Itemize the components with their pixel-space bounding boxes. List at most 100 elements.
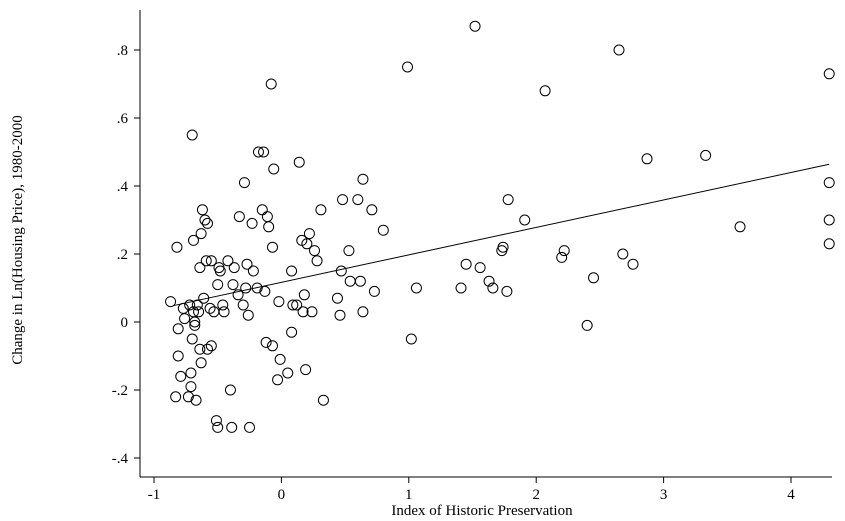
data-point bbox=[539, 85, 551, 97]
data-point bbox=[200, 255, 212, 267]
data-point bbox=[282, 367, 294, 379]
data-point bbox=[228, 262, 240, 274]
data-point bbox=[272, 374, 284, 386]
data-point bbox=[588, 272, 600, 284]
data-point bbox=[190, 394, 202, 406]
data-point bbox=[185, 381, 197, 393]
data-point bbox=[303, 228, 315, 240]
data-point bbox=[251, 282, 263, 294]
data-point bbox=[196, 204, 208, 216]
data-point bbox=[266, 340, 278, 352]
data-point bbox=[306, 306, 318, 318]
data-point bbox=[300, 364, 312, 376]
data-point bbox=[627, 258, 639, 270]
data-point bbox=[343, 245, 355, 257]
data-point bbox=[199, 214, 211, 226]
data-point bbox=[274, 353, 286, 365]
data-point bbox=[194, 343, 206, 355]
x-axis-title: Index of Historic Preservation bbox=[391, 503, 573, 519]
data-point bbox=[293, 156, 305, 168]
data-point bbox=[177, 302, 189, 314]
data-point bbox=[212, 421, 224, 433]
data-point bbox=[497, 241, 509, 253]
data-point bbox=[402, 61, 414, 73]
data-point bbox=[474, 262, 486, 274]
data-point bbox=[368, 285, 380, 297]
fit-line bbox=[173, 163, 830, 307]
data-point bbox=[195, 228, 207, 240]
data-point bbox=[823, 214, 835, 226]
data-point bbox=[217, 299, 229, 311]
x-tick-label: 4 bbox=[787, 487, 795, 503]
data-point bbox=[212, 279, 224, 291]
data-point bbox=[195, 357, 207, 369]
data-point bbox=[487, 282, 499, 294]
data-point bbox=[410, 282, 422, 294]
data-point bbox=[301, 238, 313, 250]
data-point bbox=[224, 384, 236, 396]
x-tick-label: 0 bbox=[278, 487, 286, 503]
data-point bbox=[227, 279, 239, 291]
data-point bbox=[298, 289, 310, 301]
data-point bbox=[287, 299, 299, 311]
data-point bbox=[558, 245, 570, 257]
data-point bbox=[273, 296, 285, 308]
data-point bbox=[286, 265, 298, 277]
data-point bbox=[317, 394, 329, 406]
data-point bbox=[189, 319, 201, 331]
data-point bbox=[613, 44, 625, 56]
data-point bbox=[172, 323, 184, 335]
data-point bbox=[242, 309, 254, 321]
data-points bbox=[165, 20, 835, 433]
data-point bbox=[483, 275, 495, 287]
data-point bbox=[240, 282, 252, 294]
data-point bbox=[460, 258, 472, 270]
data-point bbox=[335, 265, 347, 277]
data-point bbox=[331, 292, 343, 304]
data-point bbox=[170, 391, 182, 403]
data-point bbox=[238, 177, 250, 189]
data-point bbox=[189, 316, 201, 328]
data-point bbox=[315, 204, 327, 216]
data-point bbox=[297, 306, 309, 318]
data-point bbox=[519, 214, 531, 226]
y-ticks: -.4 -.2 0 .2 .4 .6 .8 bbox=[112, 43, 140, 467]
data-point bbox=[309, 245, 321, 257]
data-point bbox=[261, 211, 273, 223]
data-point bbox=[205, 340, 217, 352]
data-point bbox=[455, 282, 467, 294]
data-point bbox=[218, 306, 230, 318]
data-point bbox=[244, 421, 256, 433]
data-point bbox=[185, 367, 197, 379]
data-point bbox=[366, 204, 378, 216]
x-ticks: -1 0 1 2 3 4 bbox=[148, 477, 795, 503]
data-point bbox=[469, 20, 481, 32]
data-point bbox=[171, 241, 183, 253]
data-point bbox=[198, 292, 210, 304]
data-point bbox=[194, 262, 206, 274]
x-tick-label: 1 bbox=[405, 487, 413, 503]
data-point bbox=[357, 173, 369, 185]
data-point bbox=[237, 299, 249, 311]
data-point bbox=[334, 309, 346, 321]
data-point bbox=[823, 177, 835, 189]
data-point bbox=[286, 326, 298, 338]
data-point bbox=[291, 299, 303, 311]
data-point bbox=[182, 391, 194, 403]
data-point bbox=[700, 149, 712, 161]
data-point bbox=[172, 350, 184, 362]
data-point bbox=[204, 302, 216, 314]
data-point bbox=[337, 194, 349, 206]
data-point bbox=[193, 306, 205, 318]
data-point bbox=[165, 296, 177, 308]
data-point bbox=[556, 251, 568, 263]
y-tick-label: -.4 bbox=[112, 451, 129, 467]
data-point bbox=[186, 333, 198, 345]
data-point bbox=[175, 370, 187, 382]
data-point bbox=[179, 313, 191, 325]
x-tick-label: 2 bbox=[532, 487, 540, 503]
y-tick-label: .8 bbox=[117, 43, 128, 59]
y-tick-label: 0 bbox=[121, 315, 129, 331]
data-point bbox=[344, 275, 356, 287]
data-point bbox=[734, 221, 746, 233]
